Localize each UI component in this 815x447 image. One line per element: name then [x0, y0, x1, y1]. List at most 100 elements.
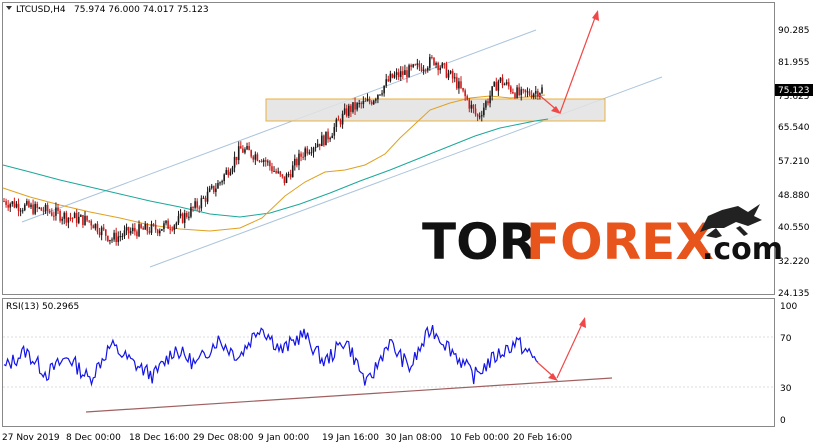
rsi-line [3, 324, 539, 387]
candle-body [281, 174, 284, 177]
candle-body [287, 174, 290, 176]
candle-body [350, 105, 352, 112]
current-price-label: 75.123 [778, 86, 810, 96]
time-tick: 8 Dec 00:00 [66, 433, 121, 443]
candle-body [372, 100, 375, 105]
time-tick: 19 Jan 16:00 [322, 433, 379, 443]
candle-body [208, 188, 211, 192]
candle-body [244, 149, 246, 153]
candle-body [34, 203, 36, 214]
candle-body [88, 220, 90, 222]
candle-body [46, 204, 49, 212]
candle-body [306, 148, 309, 154]
candle-body [136, 231, 138, 237]
candle-body [104, 229, 107, 236]
candle-body [212, 185, 215, 192]
candle-body [491, 86, 493, 96]
time-tick: 9 Jan 00:00 [258, 433, 310, 443]
candle-body [391, 73, 394, 78]
candle-body [11, 201, 14, 204]
candle-body [119, 236, 122, 238]
current-price-box [775, 84, 813, 96]
candle-body [426, 67, 429, 71]
candle-body [271, 166, 273, 172]
candle-body [333, 126, 336, 136]
candle-body [225, 170, 228, 175]
candle-body [408, 65, 410, 78]
candle-body [435, 62, 437, 65]
candle-body [206, 191, 209, 202]
candle-body [366, 98, 369, 101]
candle-body [485, 101, 487, 108]
logo-text-tor: TOR [422, 213, 537, 271]
candle-body [42, 210, 45, 212]
candle-body [21, 210, 24, 212]
candle-body [429, 56, 431, 68]
time-tick: 29 Dec 08:00 [193, 433, 254, 443]
candle-body [478, 116, 481, 118]
candle-body [140, 224, 142, 228]
candle-body [489, 95, 491, 104]
candle-body [424, 69, 427, 71]
candle-body [127, 227, 130, 234]
candle-body [198, 207, 201, 209]
candle-body [15, 203, 18, 208]
candle-body [443, 63, 446, 65]
candle-body [464, 90, 466, 97]
candle-body [445, 64, 448, 78]
candle-body [190, 206, 192, 217]
price-candles [3, 53, 543, 246]
candle-body [5, 201, 7, 205]
candle-body [526, 91, 529, 93]
candle-body [402, 71, 404, 75]
candle-body [94, 223, 97, 229]
candle-body [381, 93, 383, 95]
candle-body [26, 201, 28, 205]
candle-body [61, 218, 63, 221]
candle-body [181, 213, 184, 223]
candle-body [348, 105, 350, 116]
candle-body [210, 185, 213, 189]
candle-body [379, 94, 381, 96]
candle-body [123, 230, 126, 236]
candle-body [188, 216, 190, 218]
candle-body [71, 217, 74, 219]
candle-body [370, 102, 373, 105]
rsi-tick: 30 [780, 384, 792, 394]
bull-logo-icon [700, 204, 762, 238]
candle-body [144, 223, 147, 230]
candle-body [470, 104, 473, 109]
time-tick: 10 Feb 00:00 [450, 433, 509, 443]
candle-body [204, 197, 207, 202]
candle-body [57, 207, 59, 211]
candle-body [329, 138, 331, 140]
candle-body [235, 156, 238, 161]
candle-body [316, 143, 319, 148]
candle-body [335, 119, 338, 127]
candle-body [462, 87, 464, 91]
candle-body [389, 73, 392, 82]
candle-body [90, 220, 93, 226]
candle-body [169, 228, 171, 230]
main-chart-frame [2, 2, 775, 295]
candle-body [17, 203, 20, 211]
candle-body [541, 87, 543, 94]
price-axis: 90.285 81.955 73.625 65.540 57.210 48.88… [778, 26, 810, 299]
candle-body [242, 148, 244, 153]
price-tick: 57.210 [778, 157, 810, 167]
candle-body [499, 77, 502, 82]
candle-body [264, 160, 267, 162]
candle-body [175, 222, 178, 226]
candle-body [40, 207, 43, 211]
candle-body [3, 201, 5, 203]
candle-body [192, 206, 194, 208]
candle-body [501, 77, 504, 86]
candle-body [453, 77, 456, 79]
candle-body [447, 73, 450, 78]
candle-body [532, 93, 535, 98]
candle-body [256, 154, 259, 161]
candle-body [32, 204, 34, 214]
candle-body [337, 119, 340, 121]
candle-body [194, 201, 196, 208]
candle-body [510, 86, 512, 92]
